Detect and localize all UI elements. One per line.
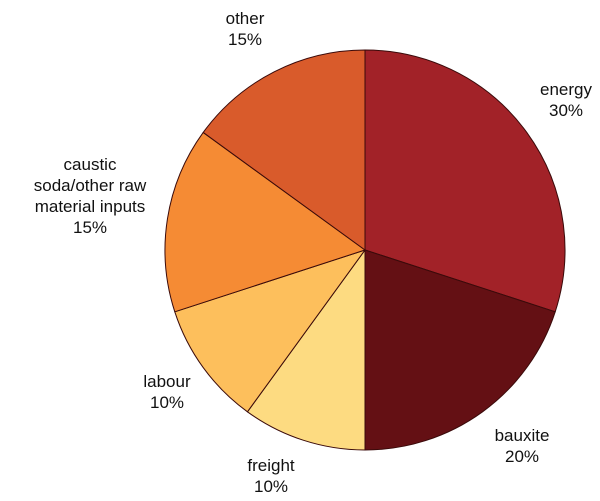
slice-label-line: 10% [254, 477, 288, 496]
slice-label-line: bauxite [495, 426, 550, 445]
slice-label-line: 15% [228, 30, 262, 49]
slice-label-bauxite: bauxite 20% [495, 426, 550, 466]
slice-label-line: 15% [73, 218, 107, 237]
slice-label-other: other 15% [226, 9, 265, 49]
slice-label-line: 30% [549, 101, 583, 120]
pie-slice-freight [246, 249, 366, 451]
slice-label-line: labour [143, 372, 191, 391]
slice-label-labour: labour 10% [143, 372, 191, 412]
slice-label-freight: freight 10% [247, 456, 295, 496]
slice-label-line: 20% [505, 447, 539, 466]
pie-slice-energy [364, 49, 566, 313]
pie-slice-bauxite [364, 249, 556, 451]
pie-slice-caustic [164, 131, 366, 313]
pie-slices [164, 49, 566, 451]
pie-labels: energy 30% bauxite 20% freight 10% labour 10% ca… [34, 9, 593, 496]
slice-label-line: caustic [64, 155, 117, 174]
slice-label-energy: energy 30% [540, 80, 592, 120]
slice-label-line: soda/other raw [34, 176, 147, 195]
pie-slice-other [202, 49, 366, 251]
slice-label-line: other [226, 9, 265, 28]
pie-slice-labour [174, 249, 366, 413]
slice-label-line: material inputs [35, 197, 146, 216]
slice-label-line: energy [540, 80, 592, 99]
slice-label-line: 10% [150, 393, 184, 412]
slice-label-caustic: caustic soda/other raw material inputs 15% [34, 155, 147, 237]
slice-label-line: freight [247, 456, 295, 475]
